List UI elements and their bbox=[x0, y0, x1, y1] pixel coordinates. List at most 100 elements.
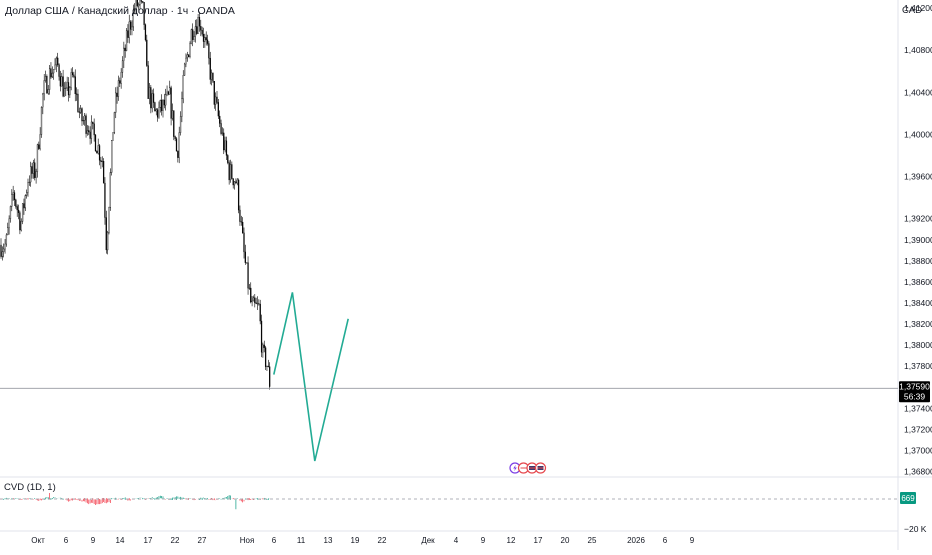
candle-body bbox=[185, 57, 187, 65]
candle-body bbox=[36, 144, 39, 172]
price-tick-label: 1,38400 bbox=[904, 298, 932, 308]
time-tick-label: 9 bbox=[690, 536, 695, 545]
candle-body bbox=[77, 93, 79, 112]
candle-body bbox=[192, 29, 194, 40]
candle-body bbox=[252, 297, 255, 302]
time-tick-label: 17 bbox=[534, 536, 543, 545]
candle-body bbox=[236, 179, 238, 184]
candle-body bbox=[100, 160, 102, 162]
time-tick-label: 9 bbox=[91, 536, 96, 545]
candle-body bbox=[116, 92, 118, 97]
candle-body bbox=[262, 344, 264, 353]
last-price-badge: 1,37590 56:39 bbox=[899, 381, 930, 403]
candle-body bbox=[256, 303, 259, 305]
candle-body bbox=[167, 91, 170, 95]
candle-body bbox=[163, 99, 165, 106]
candle-body bbox=[31, 166, 33, 174]
candle-body bbox=[30, 166, 32, 183]
candle-body bbox=[156, 109, 159, 118]
candle-body bbox=[82, 120, 84, 122]
candle-body bbox=[61, 76, 63, 87]
time-tick-label: 19 bbox=[351, 536, 360, 545]
candle-body bbox=[107, 232, 109, 251]
candle-body bbox=[152, 93, 155, 103]
candle-body bbox=[146, 39, 148, 66]
time-tick-label: Дек bbox=[421, 536, 435, 545]
events-row[interactable] bbox=[509, 462, 547, 474]
candle-body bbox=[266, 365, 268, 367]
candle-body bbox=[217, 102, 219, 117]
candle-body bbox=[78, 111, 80, 113]
candle-body bbox=[8, 218, 10, 229]
candle-body bbox=[233, 181, 236, 186]
projection-path[interactable] bbox=[273, 292, 349, 462]
candle-body bbox=[21, 203, 24, 222]
price-tick-label: 1,39200 bbox=[904, 214, 932, 224]
candle-body bbox=[32, 162, 35, 174]
cvd-indicator-label[interactable]: CVD (1D, 1) bbox=[4, 482, 56, 493]
candle-body bbox=[80, 108, 82, 113]
candle-body bbox=[194, 26, 197, 37]
candle-body bbox=[97, 145, 99, 154]
time-tick-label: Окт bbox=[31, 536, 45, 545]
candle-body bbox=[117, 80, 120, 97]
chart-title[interactable]: Доллар США / Канадский доллар · 1ч · OAN… bbox=[5, 5, 235, 17]
candle-body bbox=[140, 0, 143, 2]
candle-body bbox=[69, 87, 71, 96]
candle-body bbox=[121, 60, 124, 73]
candle-body bbox=[19, 212, 21, 231]
us-flag-event-icon[interactable] bbox=[526, 462, 538, 474]
candle-body bbox=[159, 99, 161, 108]
ca-flag-event-icon[interactable] bbox=[517, 462, 530, 474]
time-axis[interactable]: Окт 6 9 14 17 22 27 Ноя 6 11 13 19 22 Дек 4 9 12 17 20 25 20… bbox=[31, 536, 695, 545]
candle-body bbox=[190, 29, 192, 44]
price-tick-label: 1,38800 bbox=[904, 256, 932, 266]
candle-body bbox=[216, 96, 218, 103]
candle-body bbox=[71, 72, 74, 76]
candle-body bbox=[119, 80, 121, 84]
candle-body bbox=[35, 171, 37, 178]
candle-body bbox=[135, 0, 137, 10]
candle-body bbox=[147, 65, 149, 99]
us-flag-event-icon[interactable] bbox=[534, 462, 547, 474]
candle-body bbox=[134, 9, 136, 11]
candle-body bbox=[260, 320, 263, 353]
currency-label[interactable]: CAD bbox=[901, 5, 922, 16]
candle-body bbox=[232, 178, 234, 186]
candle-body bbox=[0, 244, 2, 257]
last-price-value: 1,37590 bbox=[899, 381, 930, 391]
time-tick-label: 4 bbox=[454, 536, 459, 545]
candle-body bbox=[50, 68, 52, 78]
price-axis[interactable]: 1,41200 1,40800 1,40400 1,40000 1,39600 1,392… bbox=[904, 3, 932, 476]
candle-body bbox=[127, 30, 129, 38]
candle-body bbox=[120, 72, 122, 84]
candle-body bbox=[9, 206, 12, 220]
candle-body bbox=[223, 132, 225, 151]
candle-body bbox=[221, 132, 224, 134]
candle-body bbox=[210, 72, 213, 80]
candle-body bbox=[175, 138, 178, 152]
candle-body bbox=[128, 21, 130, 38]
time-tick-label: 2026 bbox=[627, 536, 645, 545]
candle-body bbox=[228, 162, 230, 181]
candle-body bbox=[219, 115, 221, 124]
candle-body bbox=[244, 251, 246, 263]
candle-body bbox=[165, 94, 167, 106]
cvd-value-badge: 669 bbox=[901, 494, 915, 503]
time-tick-label: 20 bbox=[561, 536, 570, 545]
candle-body bbox=[150, 87, 152, 109]
candle-body bbox=[264, 347, 267, 367]
candle-body bbox=[162, 99, 164, 111]
candle-body bbox=[84, 115, 86, 121]
price-tick-label: 1,38200 bbox=[904, 319, 932, 329]
candle-body bbox=[158, 107, 160, 118]
candle-body bbox=[58, 64, 60, 77]
candle-body bbox=[88, 130, 90, 133]
candle-body bbox=[40, 107, 43, 135]
candle-body bbox=[4, 243, 6, 250]
candle-body bbox=[132, 9, 134, 28]
candle-body bbox=[139, 0, 141, 5]
time-tick-label: 6 bbox=[272, 536, 277, 545]
